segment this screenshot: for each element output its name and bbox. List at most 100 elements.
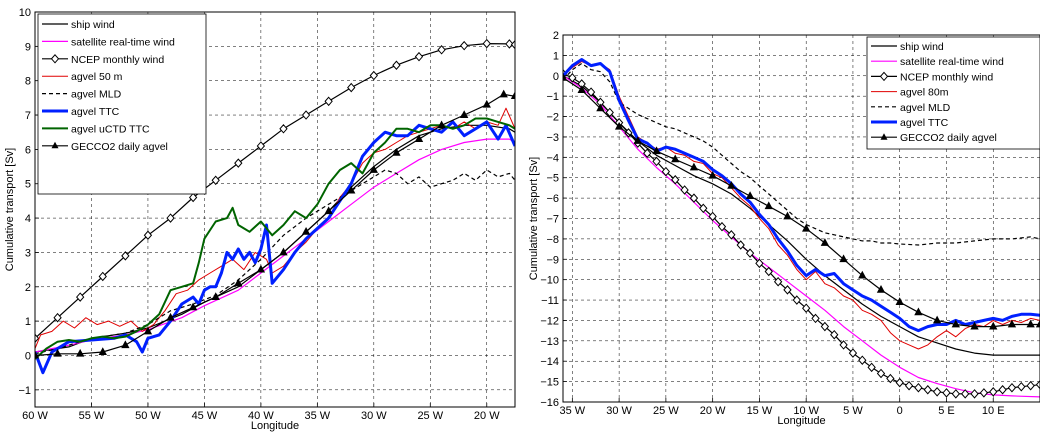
y-tick-label: −1 bbox=[546, 91, 559, 103]
data-point bbox=[369, 70, 378, 81]
legend-label: agvel uCTD TTC bbox=[71, 123, 150, 135]
legend-marker bbox=[51, 141, 59, 149]
data-point bbox=[708, 211, 717, 222]
data-point bbox=[568, 73, 577, 83]
legend-label: agvel MLD bbox=[900, 102, 951, 114]
data-point bbox=[661, 166, 671, 177]
data-point bbox=[499, 89, 508, 98]
data-point bbox=[234, 278, 243, 287]
y-tick-label: 1 bbox=[25, 316, 31, 328]
series-6 bbox=[563, 58, 1040, 333]
data-point bbox=[848, 348, 858, 358]
y-tick-label: −3 bbox=[546, 132, 559, 144]
data-point bbox=[460, 40, 469, 51]
legend-box bbox=[37, 13, 207, 195]
legend-marker bbox=[50, 54, 60, 64]
data-point bbox=[98, 347, 107, 355]
series-line bbox=[563, 62, 1040, 246]
data-point bbox=[773, 276, 783, 287]
data-point bbox=[951, 389, 960, 399]
legend: ship wind satellite real-time wind NCEP mo… bbox=[866, 36, 1040, 150]
x-tick-label: 45 W bbox=[192, 410, 218, 422]
data-point bbox=[820, 238, 830, 246]
data-point bbox=[605, 107, 614, 118]
data-point bbox=[1026, 380, 1035, 391]
data-point bbox=[802, 303, 811, 313]
data-point bbox=[671, 154, 680, 163]
series-line bbox=[35, 117, 515, 360]
y-tick-label: 0 bbox=[25, 350, 31, 362]
data-point bbox=[324, 96, 333, 107]
data-point bbox=[802, 223, 811, 232]
x-tick-label: 30 W bbox=[606, 405, 632, 417]
data-point bbox=[1035, 379, 1040, 390]
y-tick-label: 1 bbox=[553, 50, 559, 62]
y-tick-label: 2 bbox=[553, 30, 559, 42]
data-point bbox=[858, 270, 867, 279]
data-point bbox=[914, 382, 923, 393]
data-point bbox=[895, 297, 904, 305]
data-point bbox=[783, 285, 792, 295]
data-point bbox=[820, 321, 830, 332]
data-point bbox=[811, 313, 820, 324]
data-point bbox=[979, 388, 989, 398]
data-point bbox=[324, 206, 333, 215]
data-point bbox=[279, 124, 288, 134]
data-point bbox=[188, 302, 198, 311]
data-point bbox=[301, 226, 311, 235]
legend: ship wind satellite real-time wind NCEP mo… bbox=[37, 13, 207, 195]
y-axis-label: Cumulative transport [Sv] bbox=[4, 148, 16, 272]
data-point bbox=[839, 340, 848, 350]
data-point bbox=[166, 312, 175, 321]
data-point bbox=[614, 121, 624, 130]
y-tick-label: −10 bbox=[540, 275, 559, 287]
series-3 bbox=[35, 38, 515, 344]
data-point bbox=[1007, 319, 1017, 328]
legend-label: NCEP monthly wind bbox=[71, 54, 164, 66]
data-point bbox=[736, 240, 745, 250]
data-point bbox=[708, 170, 717, 179]
data-point bbox=[961, 389, 970, 399]
data-point bbox=[234, 158, 243, 168]
x-tick-label: 20 W bbox=[700, 405, 726, 417]
series-line bbox=[563, 58, 1040, 333]
series-5 bbox=[563, 62, 1040, 246]
data-point bbox=[633, 136, 642, 144]
legend-label: ship wind bbox=[900, 41, 944, 53]
data-point bbox=[596, 103, 605, 112]
data-point bbox=[745, 248, 755, 258]
series-line bbox=[35, 120, 515, 375]
data-point bbox=[764, 201, 773, 210]
data-point bbox=[839, 254, 848, 263]
data-point bbox=[256, 264, 266, 273]
y-tick-label: 4 bbox=[25, 213, 31, 225]
y-tick-label: 2 bbox=[25, 282, 31, 294]
data-point bbox=[689, 162, 699, 171]
data-point bbox=[643, 148, 652, 159]
data-point bbox=[932, 387, 942, 397]
y-tick-label: −7 bbox=[546, 214, 559, 226]
data-point bbox=[923, 385, 932, 395]
x-tick-label: 15 W bbox=[747, 405, 773, 417]
legend-label: GECCO2 daily agvel bbox=[71, 141, 168, 153]
y-tick-label: −16 bbox=[540, 397, 559, 409]
y-tick-label: −15 bbox=[540, 377, 559, 389]
series-2 bbox=[563, 75, 1040, 398]
data-point bbox=[53, 348, 62, 357]
data-point bbox=[745, 191, 755, 199]
data-point bbox=[1017, 381, 1026, 392]
series-5 bbox=[35, 169, 515, 355]
y-tick-label: 3 bbox=[25, 247, 31, 259]
data-point bbox=[989, 387, 998, 397]
x-tick-label: 0 bbox=[897, 405, 903, 417]
y-tick-label: −8 bbox=[546, 234, 559, 246]
legend-label: agvel 50 m bbox=[71, 71, 123, 83]
series-7 bbox=[563, 72, 1040, 330]
data-point bbox=[904, 380, 914, 391]
y-tick-label: 8 bbox=[25, 76, 31, 88]
legend-label: agvel TTC bbox=[900, 117, 949, 129]
y-axis-label: Cumulative transport [Sv] bbox=[528, 157, 540, 281]
x-tick-label: 60 W bbox=[22, 410, 48, 422]
series-line bbox=[35, 169, 515, 355]
